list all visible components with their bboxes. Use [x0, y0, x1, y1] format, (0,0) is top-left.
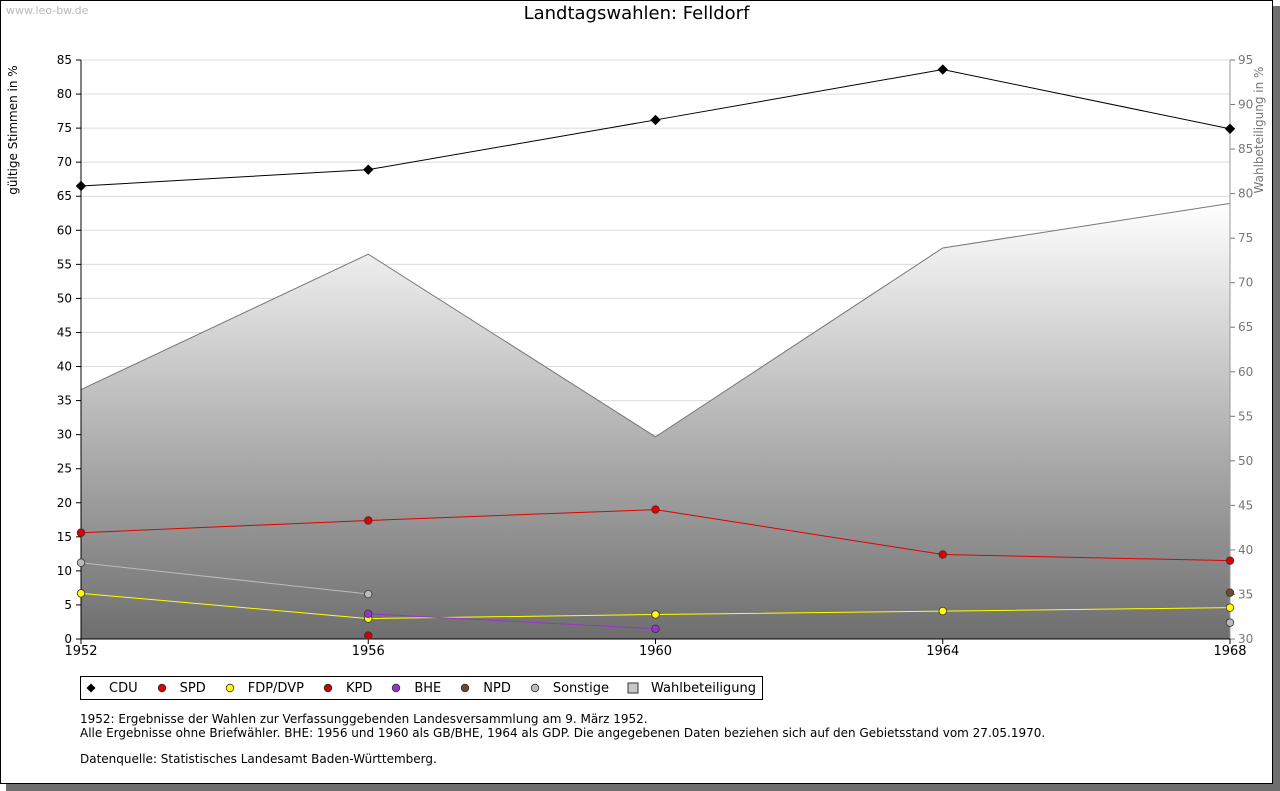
- point-cdu-1960: [650, 114, 661, 126]
- legend-label: FDP/DVP: [247, 680, 304, 696]
- point-fdp-dvp-1960: [651, 610, 660, 619]
- legend-label: Wahlbeteiligung: [651, 680, 757, 696]
- y-tick-label: 20: [57, 496, 72, 510]
- x-tick-label: 1952: [64, 644, 97, 659]
- y2-tick-label: 60: [1238, 365, 1253, 379]
- series-line-bhe: [368, 613, 656, 630]
- legend-item-npd: NPD: [459, 681, 511, 696]
- y2-tick-label: 35: [1238, 587, 1253, 601]
- point-kpd-1956: [364, 631, 373, 640]
- legend-marker-npd: [461, 683, 470, 693]
- point-sonstige-1968: [1225, 618, 1235, 627]
- y-tick-label: 5: [64, 598, 72, 612]
- point-bhe-1956: [364, 609, 373, 618]
- y-tick-label: 50: [57, 291, 72, 305]
- y2-tick-label: 80: [1238, 187, 1253, 201]
- legend-marker-spd: [157, 683, 166, 693]
- point-spd-1956: [364, 516, 373, 525]
- y-tick-label: 30: [57, 428, 72, 442]
- data-source: Datenquelle: Statistisches Landesamt Bad…: [80, 752, 437, 766]
- y-axis-title: gültige Stimmen in %: [6, 65, 20, 194]
- x-tick-label: 1956: [352, 644, 385, 659]
- y2-tick-label: 55: [1238, 409, 1253, 423]
- legend-label: Sonstige: [552, 680, 610, 696]
- y-tick-label: 80: [57, 87, 72, 101]
- legend-item-wahlbeteiligung: Wahlbeteiligung: [627, 681, 756, 696]
- chart-legend: CDU SPD FDP/DVP KPD BHE NPD Sonstige Wahlbeteil…: [80, 676, 764, 700]
- y2-tick-label: 45: [1238, 498, 1253, 512]
- point-spd-1964: [938, 550, 947, 559]
- y-tick-label: 40: [57, 360, 72, 374]
- y2-tick-label: 75: [1238, 231, 1253, 245]
- y2-tick-label: 85: [1238, 142, 1253, 156]
- point-bhe-1960: [651, 624, 660, 633]
- point-fdp-dvp-1952: [76, 589, 86, 598]
- y-tick-label: 70: [57, 155, 72, 169]
- legend-item-spd: SPD: [156, 681, 206, 696]
- point-sonstige-1956: [364, 589, 373, 599]
- point-sonstige-1952: [76, 558, 86, 567]
- y2-tick-label: 70: [1238, 276, 1253, 290]
- note-line-1: 1952: Ergebnisse der Wahlen zur Verfassu…: [80, 712, 648, 726]
- y-tick-label: 85: [57, 53, 72, 67]
- note-line-2: Alle Ergebnisse ohne Briefwähler. BHE: 1…: [80, 725, 1046, 740]
- point-cdu-1968: [1224, 123, 1236, 135]
- y2-axis-title: Wahlbeteiligung in %: [1252, 67, 1266, 194]
- point-spd-1952: [76, 528, 86, 537]
- y2-tick-label: 50: [1238, 454, 1253, 468]
- y-tick-label: 35: [57, 394, 72, 408]
- series-area-outline-wahlbeteiligung: [80, 202, 1231, 438]
- chart-title: Landtagswahlen: Felldorf: [523, 3, 750, 24]
- legend-marker-sonstige: [530, 683, 540, 693]
- y2-tick-label: 30: [1238, 632, 1253, 646]
- point-fdp-dvp-1964: [938, 606, 947, 616]
- legend-item-bhe: BHE: [390, 681, 441, 696]
- legend-label: NPD: [483, 680, 511, 696]
- y2-tick-label: 90: [1238, 98, 1253, 112]
- y2-tick-label: 40: [1238, 543, 1253, 557]
- y2-tick-label: 95: [1238, 53, 1253, 67]
- watermark: www.leo-bw.de: [6, 4, 89, 17]
- x-tick-label: 1968: [1213, 644, 1246, 659]
- legend-marker-kpd: [323, 683, 333, 693]
- series-line-sonstige: [80, 562, 369, 595]
- series-area-wahlbeteiligung: [81, 203, 1230, 639]
- point-spd-1968: [1225, 556, 1235, 565]
- legend-marker-cdu: [86, 683, 96, 693]
- point-npd-1968: [1225, 588, 1235, 597]
- frame-shadow-bottom: [6, 784, 1280, 791]
- y-tick-label: 15: [57, 530, 72, 544]
- y-tick-label: 55: [57, 257, 72, 271]
- y-tick-label: 45: [57, 325, 72, 339]
- legend-marker-wahlbeteiligung: [627, 682, 639, 694]
- legend-label: CDU: [109, 680, 138, 696]
- legend-label: BHE: [414, 680, 442, 696]
- y-tick-label: 65: [57, 189, 72, 203]
- y-tick-label: 10: [57, 564, 72, 578]
- legend-marker-bhe: [392, 683, 401, 693]
- x-tick-label: 1960: [639, 644, 672, 659]
- y-tick-label: 75: [57, 121, 72, 135]
- legend-marker-fdp-dvp: [225, 683, 234, 693]
- legend-item-fdp-dvp: FDP/DVP: [224, 681, 304, 696]
- point-cdu-1952: [75, 180, 87, 192]
- y2-tick-label: 65: [1238, 320, 1253, 334]
- point-cdu-1964: [937, 64, 948, 75]
- frame-shadow-right: [1273, 6, 1280, 791]
- legend-label: SPD: [179, 680, 206, 696]
- legend-item-sonstige: Sonstige: [529, 681, 609, 696]
- y-tick-label: 0: [64, 632, 72, 646]
- y-tick-label: 25: [57, 462, 72, 476]
- legend-item-kpd: KPD: [322, 681, 372, 696]
- point-spd-1960: [651, 505, 660, 514]
- y-tick-label: 60: [57, 223, 72, 237]
- legend-label: KPD: [345, 680, 373, 696]
- point-fdp-dvp-1968: [1225, 603, 1235, 612]
- legend-item-cdu: CDU: [85, 681, 138, 696]
- point-cdu-1956: [363, 164, 374, 175]
- x-tick-label: 1964: [926, 644, 959, 659]
- chart-notes: 1952: Ergebnisse der Wahlen zur Verfassu…: [80, 712, 1046, 767]
